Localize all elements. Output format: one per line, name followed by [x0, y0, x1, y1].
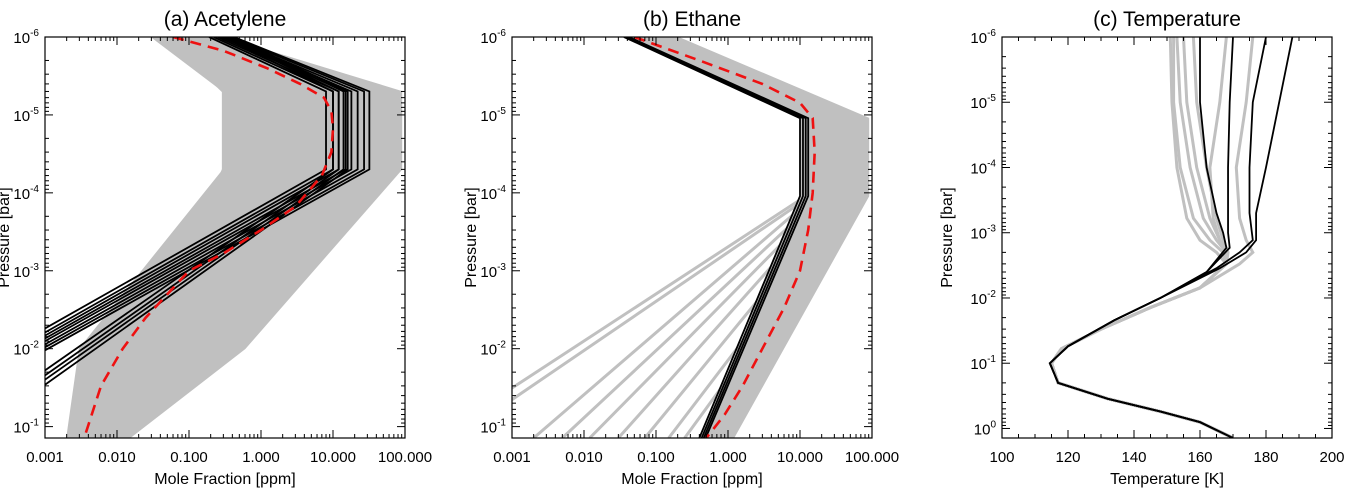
x-tick-label: 160 — [1187, 449, 1212, 466]
ensemble-line — [108, 37, 247, 438]
reference-line — [82, 37, 335, 438]
x-tick-label: 1.000 — [709, 449, 747, 466]
best-line — [1048, 37, 1294, 438]
x-tick-label: 0.010 — [98, 449, 136, 466]
x-tick-label: 180 — [1253, 449, 1278, 466]
best-line — [45, 37, 349, 386]
plot-frame — [511, 36, 873, 439]
best-line — [45, 37, 359, 346]
y-tick-label: 10-2 — [970, 289, 996, 308]
x-tick-label: 10.000 — [310, 449, 356, 466]
x-tick-label: 100 — [989, 449, 1014, 466]
y-tick-label: 10-1 — [970, 354, 996, 373]
y-tick-label: 10-2 — [480, 340, 506, 359]
chart-panel-2: 0.001 0.010 0.100 1.000 10.000 100.000 10-6 10-… — [463, 8, 899, 488]
y-tick-label: 10-5 — [13, 106, 39, 125]
y-tick-label: 10-4 — [480, 184, 506, 203]
plot-area — [1048, 37, 1294, 438]
ensemble-line — [1049, 37, 1234, 438]
ensemble-line — [115, 37, 225, 438]
x-tick-label: 0.010 — [565, 449, 603, 466]
y-tick-label: 100 — [974, 419, 997, 438]
y-axis-label: Pressure [bar] — [0, 187, 13, 287]
y-tick-label: 10-3 — [970, 224, 996, 243]
plot-area — [45, 37, 403, 438]
reference-line — [633, 37, 817, 438]
y-tick-label: 10-4 — [13, 184, 39, 203]
best-line — [45, 37, 340, 377]
best-line — [623, 37, 801, 438]
y-tick-label: 10-5 — [480, 106, 506, 125]
y-tick-label: 10-2 — [13, 340, 39, 359]
best-line — [45, 37, 371, 352]
y-tick-label: 10-3 — [480, 262, 506, 281]
ensemble-line — [94, 37, 276, 438]
x-axis-label: Temperature [K] — [1110, 471, 1224, 488]
ensemble-line — [1049, 37, 1234, 438]
x-tick-label: 1.000 — [242, 449, 280, 466]
x-tick-label: 0.001 — [493, 449, 531, 466]
plot-area — [512, 37, 870, 438]
panel-title: (a) Acetylene — [164, 8, 287, 31]
ensemble-line — [1049, 37, 1234, 438]
x-tick-label: 100.000 — [378, 449, 432, 466]
x-tick-label: 120 — [1055, 449, 1080, 466]
y-tick-label: 10-6 — [480, 28, 506, 47]
panel-title: (c) Temperature — [1093, 8, 1241, 31]
best-line — [45, 37, 345, 381]
ensemble-line — [1049, 37, 1234, 438]
plot-frame — [44, 36, 406, 439]
ensemble-line — [617, 37, 836, 438]
x-tick-label: 0.100 — [170, 449, 208, 466]
x-tick-label: 0.100 — [637, 449, 675, 466]
ensemble-line — [1049, 37, 1234, 438]
best-line — [628, 37, 810, 438]
y-tick-label: 10-3 — [13, 262, 39, 281]
x-axis-label: Mole Fraction [ppm] — [621, 471, 762, 488]
y-tick-label: 10-6 — [13, 28, 39, 47]
best-line — [1048, 37, 1267, 438]
y-tick-label: 10-1 — [480, 418, 506, 437]
y-axis-label: Pressure [bar] — [463, 187, 480, 287]
plot-frame — [1001, 36, 1333, 439]
x-tick-label: 140 — [1121, 449, 1146, 466]
y-tick-label: 10-5 — [970, 93, 996, 112]
chart-panel-1: 0.001 0.010 0.100 1.000 10.000 100.000 10-6 10-… — [0, 8, 432, 488]
best-line — [1048, 37, 1234, 438]
panel-title: (b) Ethane — [643, 8, 741, 31]
best-line — [1048, 37, 1234, 438]
x-axis-label: Mole Fraction [ppm] — [154, 471, 295, 488]
x-tick-label: 200 — [1319, 449, 1344, 466]
best-line — [45, 37, 327, 330]
y-tick-label: 10-4 — [970, 158, 996, 177]
ensemble-line — [626, 37, 845, 438]
x-tick-label: 0.001 — [26, 449, 64, 466]
x-tick-label: 10.000 — [777, 449, 823, 466]
x-tick-label: 100.000 — [845, 449, 899, 466]
y-tick-label: 10-6 — [970, 28, 996, 47]
ensemble-line — [1049, 37, 1234, 438]
ensemble-line — [99, 37, 285, 438]
y-tick-label: 10-1 — [13, 418, 39, 437]
chart-panel-3: 100 120 140 160 180 200 10-6 10-5 10-4 10-3 10-2 10… — [939, 8, 1345, 488]
y-axis-label: Pressure [bar] — [939, 187, 956, 287]
